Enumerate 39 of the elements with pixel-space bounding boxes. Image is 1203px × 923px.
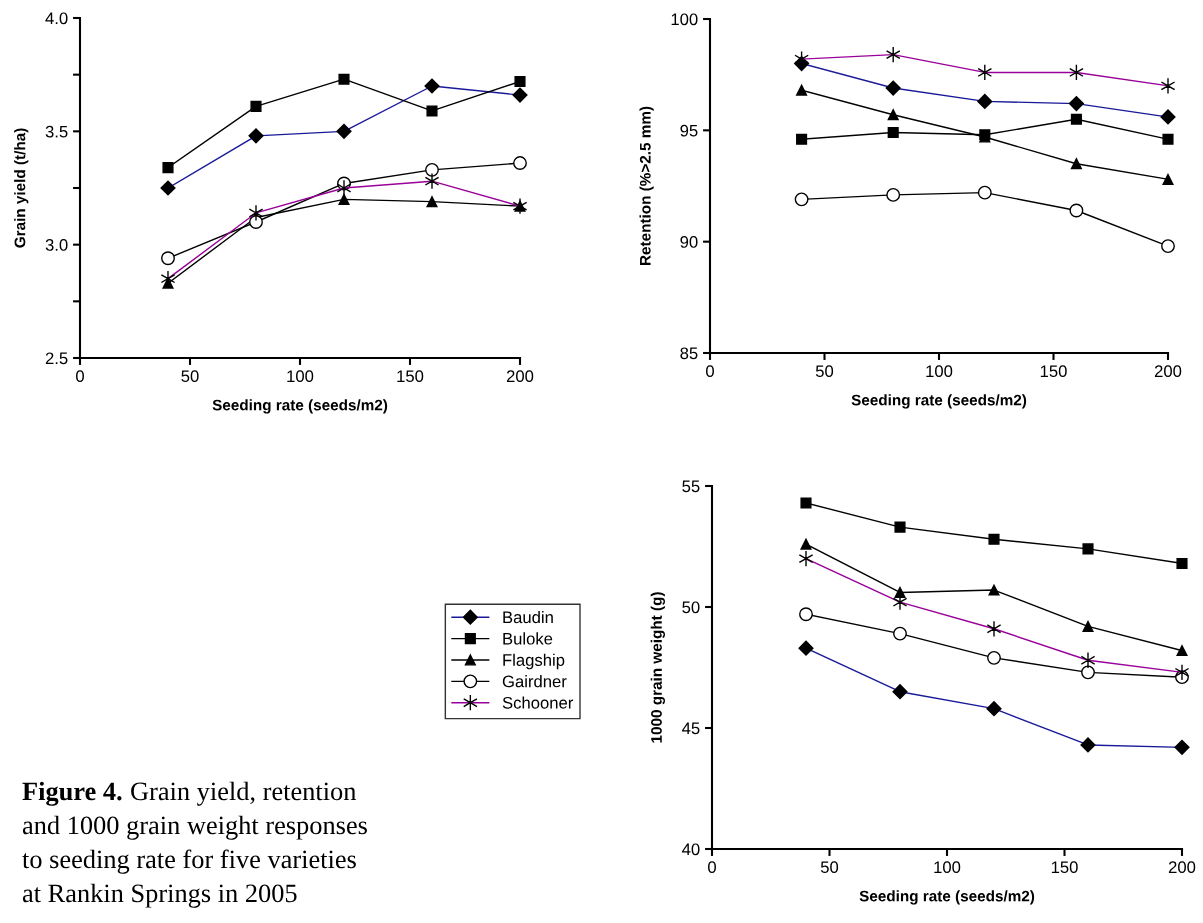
x-tick-label: 150	[1040, 365, 1067, 378]
caption: Figure 4. Grain yield, retention and 1000 grain weight responses to seeding rate for five varieties at Rankin Springs in 2005	[22, 781, 367, 908]
x-tick-label: 50	[181, 370, 199, 383]
x-tick-label: 100	[926, 365, 953, 378]
x-tick-label: 150	[1051, 861, 1078, 874]
x-tick-label: 100	[287, 370, 314, 383]
y-tick-label: 45	[682, 722, 700, 735]
y-tick-label: 3.5	[45, 125, 68, 138]
y-tick-label: 4.0	[45, 12, 68, 25]
x-tick-label: 0	[708, 861, 716, 874]
y-tick-label: 90	[680, 236, 698, 248]
y-tick-label: 95	[680, 124, 698, 137]
legend-label: Schooner	[502, 696, 574, 709]
legend-label: Baudin	[503, 610, 553, 624]
y-tick-label: 85	[680, 347, 698, 360]
x-tick-label: 150	[397, 370, 424, 383]
x-tick-label: 200	[1154, 365, 1182, 378]
x-axis-title: Seeding rate (seeds/m2)	[851, 394, 1027, 409]
x-tick-label: 200	[506, 370, 534, 383]
y-axis-title: 1000 grain weight (g)	[650, 592, 665, 743]
y-tick-label: 3.0	[45, 239, 68, 251]
y-tick-label: 55	[682, 480, 700, 493]
x-axis-title: Seeding rate (seeds/m2)	[212, 399, 388, 414]
x-tick-label: 200	[1168, 861, 1196, 874]
legend-label: Flagship	[503, 653, 565, 670]
y-tick-label: 50	[682, 601, 700, 614]
x-tick-label: 0	[76, 370, 84, 383]
y-tick-label: 2.5	[45, 352, 68, 365]
x-tick-label: 50	[820, 861, 839, 874]
x-tick-label: 0	[706, 365, 714, 378]
y-tick-label: 40	[682, 843, 700, 856]
legend-label: Gairdner	[502, 675, 567, 688]
y-tick-label: 100	[671, 13, 698, 26]
y-axis-title: Grain yield (t/ha)	[14, 128, 29, 248]
x-tick-label: 100	[934, 861, 961, 874]
x-tick-label: 50	[815, 365, 834, 378]
legend-label: Buloke	[503, 632, 553, 645]
y-axis-title: Retention (%>2.5 mm)	[639, 106, 654, 265]
x-axis-title: Seeding rate (seeds/m2)	[859, 890, 1035, 905]
